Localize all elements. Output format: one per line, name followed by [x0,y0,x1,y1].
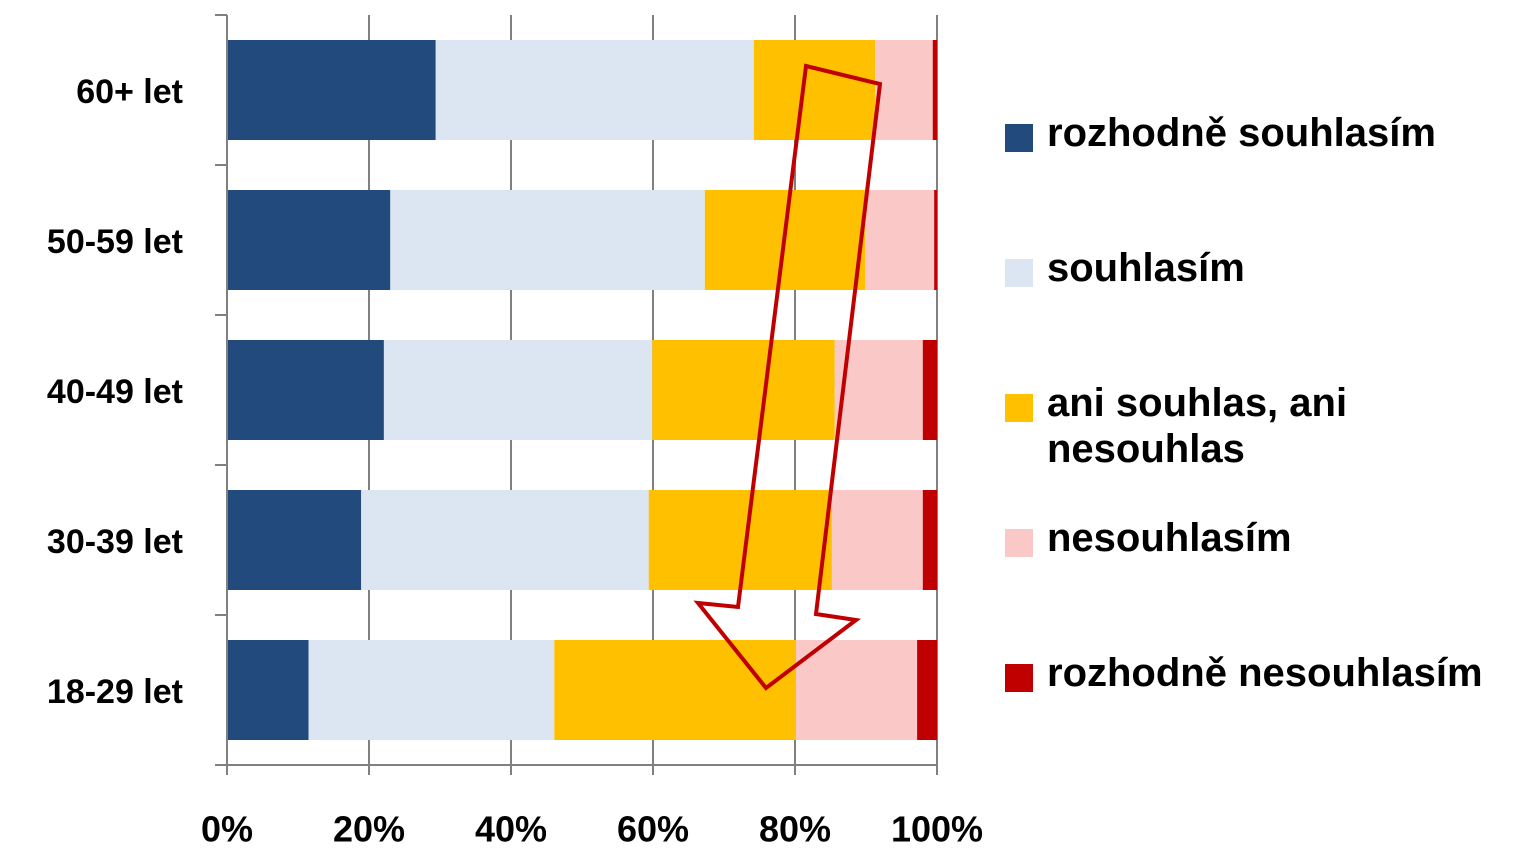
legend-label: ani souhlas, ani nesouhlas [1047,381,1348,471]
bar-segment [922,340,937,440]
legend-swatch [1005,124,1033,152]
bar-segment [917,640,937,740]
bar-segment [383,340,653,440]
legend-label: rozhodně nesouhlasím [1047,651,1483,695]
bar-segment [227,640,309,740]
legend-swatch [1005,259,1033,287]
x-tick-label: 60% [617,809,689,850]
y-tick-label: 60+ let [76,73,183,111]
bar-segment [875,40,933,140]
x-tick-label: 80% [759,809,831,850]
bar-segment [227,40,436,140]
bar-segment [753,40,876,140]
legend-item: ani souhlas, ani nesouhlas [1005,380,1510,515]
bar-segment [922,490,937,590]
legend-label: souhlasím [1047,246,1245,290]
y-tick-label: 40-49 let [47,373,183,411]
legend-label: nesouhlasím [1047,516,1292,560]
legend: rozhodně souhlasím souhlasím ani souhlas, … [1005,110,1510,785]
bar-segment [652,340,835,440]
legend-item: nesouhlasím [1005,515,1510,650]
bar-segment [831,490,923,590]
y-tick-label: 18-29 let [47,673,183,711]
bar-segment [361,490,649,590]
bar-segment [648,490,832,590]
bar-segment [227,340,384,440]
legend-label: rozhodně souhlasím [1047,111,1436,155]
y-tick-label: 30-39 let [47,523,183,561]
legend-item: rozhodně nesouhlasím [1005,650,1510,785]
bar-segment [934,190,937,290]
y-tick-label: 50-59 let [47,223,183,261]
x-tick-label: 40% [475,809,547,850]
x-tick-label: 20% [333,809,405,850]
bar-segment [704,190,866,290]
legend-swatch [1005,529,1033,557]
legend-swatch [1005,394,1033,422]
bar-segment [932,40,937,140]
legend-item: rozhodně souhlasím [1005,110,1510,245]
bar-segment [227,190,391,290]
bar-segment [435,40,754,140]
bar-segment [227,490,362,590]
bar-segment [795,640,918,740]
bar-segment [390,190,705,290]
bar-segment [554,640,796,740]
bar-segment [308,640,555,740]
legend-item: souhlasím [1005,245,1510,380]
x-tick-label: 0% [201,809,253,850]
legend-swatch [1005,664,1033,692]
bar-segment [865,190,935,290]
chart: 0% 20% 40% 60% 80% 100% 60+ let 50-59 let 40-49 … [47,14,983,850]
x-tick-label: 100% [891,809,983,850]
bar-segment [834,340,923,440]
